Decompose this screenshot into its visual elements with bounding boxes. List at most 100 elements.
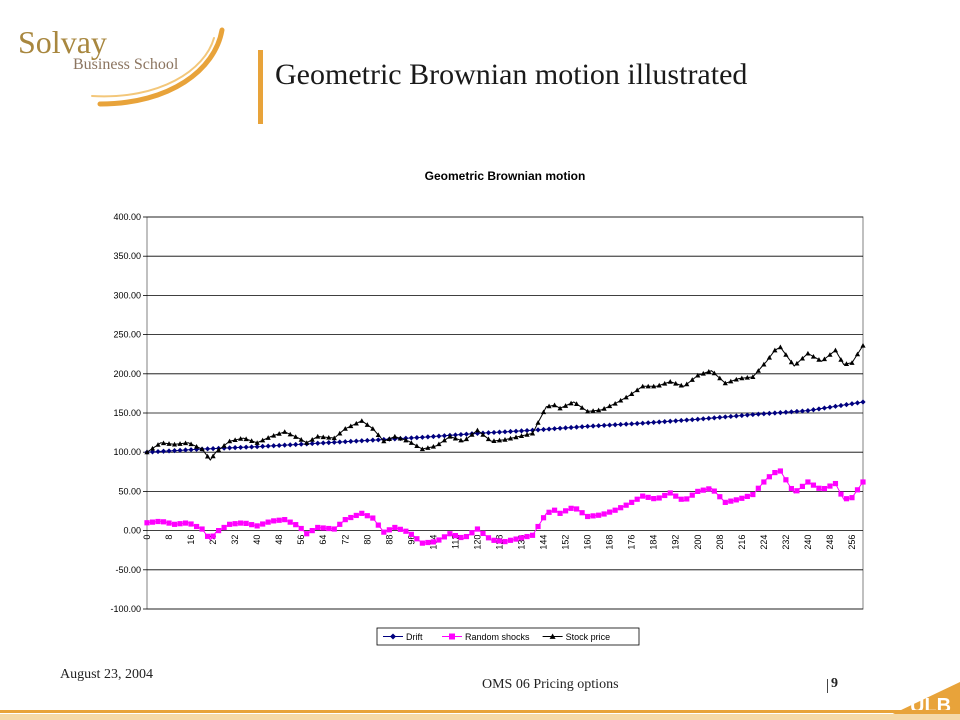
series-point bbox=[199, 446, 205, 452]
series-point bbox=[496, 437, 503, 443]
series-point bbox=[540, 409, 547, 415]
series-point bbox=[414, 443, 420, 449]
series-point bbox=[590, 423, 596, 429]
series-point bbox=[645, 420, 651, 426]
series-point bbox=[585, 423, 591, 429]
series-point bbox=[227, 521, 233, 527]
series-point bbox=[777, 468, 783, 474]
series-point bbox=[480, 432, 486, 437]
series-point bbox=[634, 387, 640, 393]
series-point bbox=[177, 447, 183, 453]
series-point bbox=[249, 522, 255, 528]
series-point bbox=[463, 533, 470, 540]
series-point bbox=[254, 523, 260, 529]
series-point bbox=[832, 480, 839, 487]
series-point bbox=[469, 530, 475, 536]
series-point bbox=[689, 417, 695, 423]
x-tick-label: 8 bbox=[164, 535, 174, 540]
series-point bbox=[623, 502, 629, 508]
series-point bbox=[348, 438, 354, 444]
series-point bbox=[579, 405, 585, 410]
series-point bbox=[854, 351, 861, 357]
x-tick-label: 24 bbox=[208, 535, 218, 545]
series-point bbox=[546, 403, 552, 409]
series-point bbox=[821, 405, 828, 411]
series-point bbox=[518, 433, 525, 438]
series-point bbox=[805, 408, 811, 414]
series-point bbox=[326, 440, 332, 446]
series-point bbox=[832, 347, 839, 353]
series-point bbox=[656, 419, 662, 425]
series-point bbox=[397, 435, 403, 441]
series-point bbox=[287, 431, 293, 437]
x-tick-label: 256 bbox=[847, 535, 857, 550]
series-point bbox=[342, 426, 348, 431]
x-tick-label: 216 bbox=[737, 535, 747, 550]
series-point bbox=[430, 443, 436, 449]
series-point bbox=[645, 494, 651, 500]
series-point bbox=[188, 441, 194, 447]
series-point bbox=[210, 445, 216, 452]
series-point bbox=[772, 469, 778, 476]
series-point bbox=[651, 383, 657, 389]
series-point bbox=[524, 533, 530, 540]
series-point bbox=[684, 417, 690, 423]
series-point bbox=[529, 532, 536, 538]
series-point bbox=[634, 420, 640, 427]
series-point bbox=[860, 399, 866, 405]
series-point bbox=[513, 434, 519, 440]
series-point bbox=[524, 432, 530, 437]
y-tick-label: 250.00 bbox=[113, 330, 141, 340]
legend-marker bbox=[549, 633, 556, 639]
series-point bbox=[221, 524, 227, 531]
series-point bbox=[799, 355, 806, 361]
series-point bbox=[392, 433, 398, 439]
series-point bbox=[452, 533, 459, 539]
series-point bbox=[860, 342, 866, 348]
series-point bbox=[706, 415, 712, 421]
series-random-shocks bbox=[144, 468, 866, 546]
series-point bbox=[562, 508, 569, 514]
series-point bbox=[557, 510, 563, 516]
series-point bbox=[673, 380, 679, 386]
series-point bbox=[623, 421, 629, 427]
logo-swoosh-icon bbox=[91, 27, 225, 107]
series-point bbox=[436, 537, 442, 543]
series-point bbox=[568, 424, 574, 431]
series-point bbox=[744, 493, 750, 500]
series-point bbox=[711, 415, 717, 421]
series-point bbox=[386, 527, 392, 533]
slide-title: Geometric Brownian motion illustrated bbox=[275, 58, 748, 91]
series-point bbox=[656, 382, 662, 388]
chart-title: Geometric Brownian motion bbox=[425, 169, 586, 183]
series-point bbox=[744, 374, 750, 380]
series-point bbox=[160, 519, 167, 525]
series-point bbox=[684, 381, 690, 387]
series-point bbox=[728, 413, 734, 420]
series-point bbox=[579, 424, 585, 430]
series-point bbox=[618, 505, 624, 511]
y-tick-label: 200.00 bbox=[113, 369, 141, 379]
series-point bbox=[607, 509, 613, 515]
series-point bbox=[458, 437, 464, 443]
series-point bbox=[149, 449, 156, 455]
series-point bbox=[204, 446, 211, 452]
y-tick-label: 0.00 bbox=[123, 526, 141, 536]
series-point bbox=[144, 449, 150, 455]
x-tick-label: 144 bbox=[539, 535, 549, 550]
series-point bbox=[282, 517, 288, 523]
series-point bbox=[733, 497, 739, 503]
series-point bbox=[518, 428, 525, 434]
series-point bbox=[585, 513, 591, 520]
series-point bbox=[590, 513, 596, 519]
series-point bbox=[287, 519, 293, 525]
series-point bbox=[193, 523, 200, 530]
series-point bbox=[359, 418, 365, 423]
series-point bbox=[766, 410, 772, 416]
series-point bbox=[529, 430, 536, 436]
series-point bbox=[755, 411, 761, 417]
series-point bbox=[838, 357, 844, 362]
x-tick-label: 80 bbox=[362, 535, 372, 545]
series-point bbox=[331, 439, 337, 445]
series-point bbox=[612, 507, 618, 513]
